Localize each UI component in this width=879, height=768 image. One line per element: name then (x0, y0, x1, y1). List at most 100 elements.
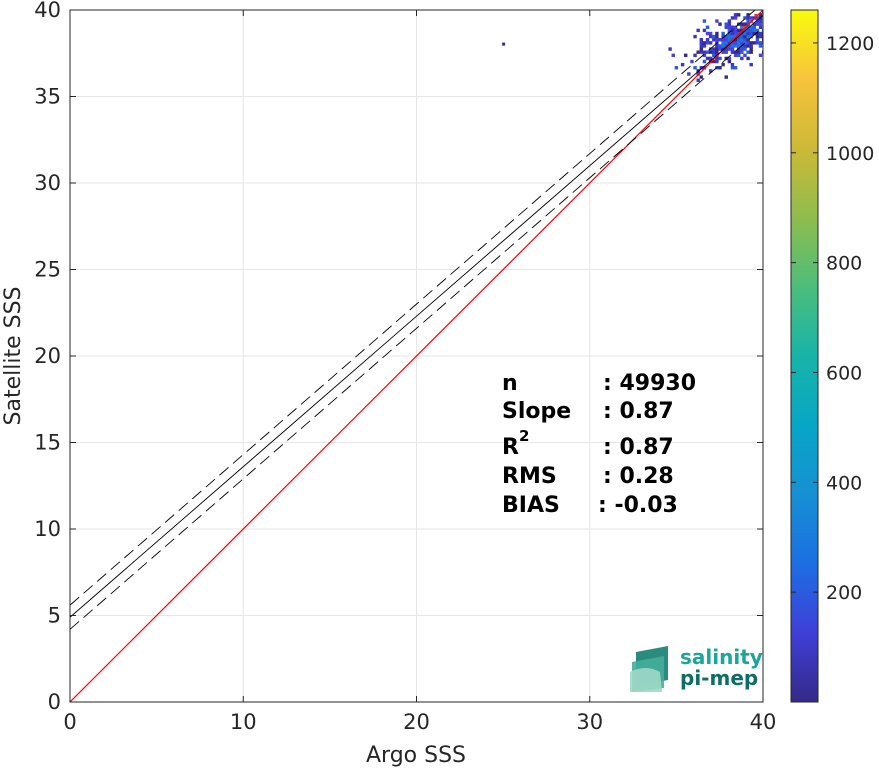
density-cell (730, 66, 735, 70)
density-cell (746, 38, 750, 42)
stat-slope-label: Slope (502, 399, 571, 424)
density-cell (730, 41, 735, 45)
colorbar-tick-label: 200 (826, 582, 862, 604)
density-cell (727, 59, 732, 64)
density-cell (727, 56, 732, 61)
density-cell (746, 13, 750, 17)
density-cell (737, 41, 741, 45)
density-cell (718, 22, 722, 26)
density-cell (696, 28, 700, 33)
density-cell (749, 31, 753, 36)
density-cell (740, 25, 744, 29)
density-cell (702, 50, 707, 54)
density-peak-cell (754, 13, 758, 17)
density-outlier (502, 42, 506, 46)
density-cell (749, 16, 753, 20)
density-cell (696, 50, 700, 54)
density-cell (708, 50, 713, 54)
colorbar-tick-label: 1200 (826, 33, 874, 55)
density-peak-cell (749, 18, 753, 23)
density-cluster (502, 10, 763, 82)
density-cell (761, 50, 763, 54)
density-cell (743, 44, 747, 48)
density-cell (749, 50, 753, 54)
density-cell (749, 44, 753, 48)
density-cell (758, 41, 763, 45)
density-cell (761, 28, 763, 33)
density-cell (724, 22, 728, 26)
density-cell (712, 53, 716, 58)
density-cell (752, 22, 757, 26)
line-identity (70, 10, 763, 702)
density-cell (743, 16, 747, 20)
y-tick-label: 40 (34, 0, 61, 22)
density-cell (721, 50, 725, 54)
density-cell (699, 47, 704, 51)
logo-wave-icon (630, 646, 668, 692)
line-fit-lower (70, 26, 763, 630)
density-cell (746, 44, 750, 48)
x-tick-label: 30 (576, 710, 603, 734)
salinity-pimep-logo: salinity pi-mep (630, 645, 763, 692)
density-cell (733, 13, 738, 17)
density-cell (730, 28, 735, 33)
density-cell (699, 44, 704, 48)
density-cell (740, 38, 744, 42)
density-cell (727, 25, 732, 29)
density-cell (755, 38, 760, 42)
density-cell (724, 47, 728, 51)
y-tick-label: 30 (34, 171, 61, 195)
y-tick-label: 0 (48, 690, 61, 714)
density-cell (737, 50, 741, 54)
density-cell (761, 38, 763, 42)
density-cell (718, 38, 722, 42)
density-cell (702, 44, 707, 48)
stat-r2-label: R (502, 435, 519, 460)
density-cell (702, 59, 707, 64)
density-cell (761, 31, 763, 36)
x-tick-label: 40 (750, 710, 777, 734)
density-cell (733, 66, 738, 70)
density-cell (752, 41, 757, 45)
density-cell (758, 25, 763, 29)
density-cell (708, 56, 713, 61)
density-cell (708, 69, 713, 73)
colorbar-tick-label: 800 (826, 253, 862, 275)
density-cell (693, 66, 697, 70)
density-cell (733, 53, 738, 58)
density-cell (740, 22, 744, 26)
y-tick-label: 35 (34, 85, 61, 109)
density-cell (746, 31, 750, 36)
density-cell (737, 53, 741, 58)
density-cell (737, 38, 741, 42)
density-cell (724, 50, 728, 54)
density-cell (724, 75, 728, 79)
density-cell (712, 47, 716, 51)
density-cell (727, 19, 732, 23)
density-cell (715, 47, 719, 51)
density-cell (730, 62, 735, 67)
density-cell (721, 62, 725, 67)
density-cell (727, 47, 732, 51)
colorbar (790, 9, 819, 703)
stat-rms-label: RMS (502, 464, 557, 489)
density-cell (730, 47, 735, 51)
density-cell (755, 31, 760, 36)
density-cell (730, 25, 735, 29)
density-cell (715, 44, 719, 48)
density-cell (718, 47, 722, 51)
stat-bias-value: : -0.03 (598, 493, 678, 518)
density-cell (721, 38, 725, 42)
density-cell (730, 31, 735, 36)
density-cell (721, 44, 725, 48)
density-cell (705, 38, 710, 42)
density-cell (730, 50, 735, 54)
axis-ticks: 0 10 20 30 40 0 5 10 15 20 25 30 35 40 (34, 0, 776, 734)
density-cell (743, 22, 747, 26)
density-cell (724, 34, 728, 39)
density-cell (690, 59, 694, 64)
density-cell (733, 50, 738, 54)
density-cell (746, 34, 750, 39)
density-cell (724, 38, 728, 42)
density-cell (733, 44, 738, 48)
